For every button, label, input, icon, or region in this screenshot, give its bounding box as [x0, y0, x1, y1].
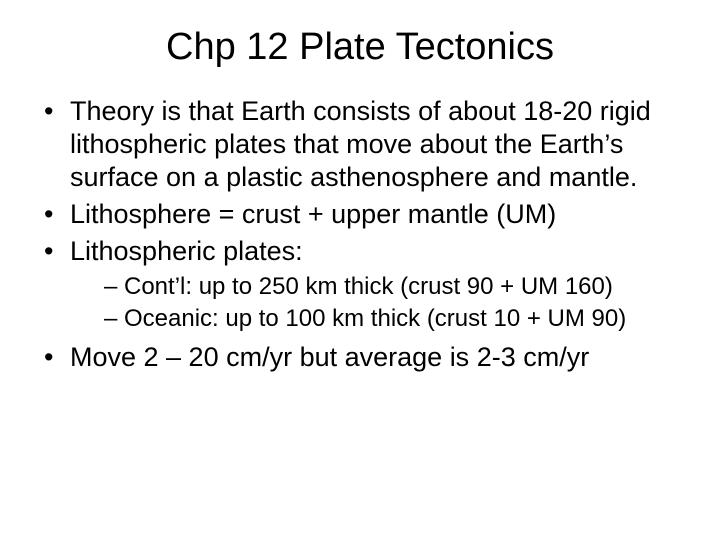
bullet-item: Lithosphere = crust + upper mantle (UM): [40, 198, 680, 231]
bullet-item: Theory is that Earth consists of about 1…: [40, 95, 680, 194]
sub-bullet-item: Oceanic: up to 100 km thick (crust 10 + …: [70, 304, 680, 335]
bullet-item: Lithospheric plates: Cont’l: up to 250 k…: [40, 235, 680, 335]
slide: Chp 12 Plate Tectonics Theory is that Ea…: [0, 0, 720, 540]
bullet-text: Lithospheric plates:: [70, 236, 303, 266]
bullet-list: Theory is that Earth consists of about 1…: [40, 95, 680, 374]
bullet-item: Move 2 – 20 cm/yr but average is 2-3 cm/…: [40, 341, 680, 374]
sub-bullet-list: Cont’l: up to 250 km thick (crust 90 + U…: [70, 272, 680, 335]
sub-bullet-item: Cont’l: up to 250 km thick (crust 90 + U…: [70, 272, 680, 303]
slide-title: Chp 12 Plate Tectonics: [40, 26, 680, 69]
